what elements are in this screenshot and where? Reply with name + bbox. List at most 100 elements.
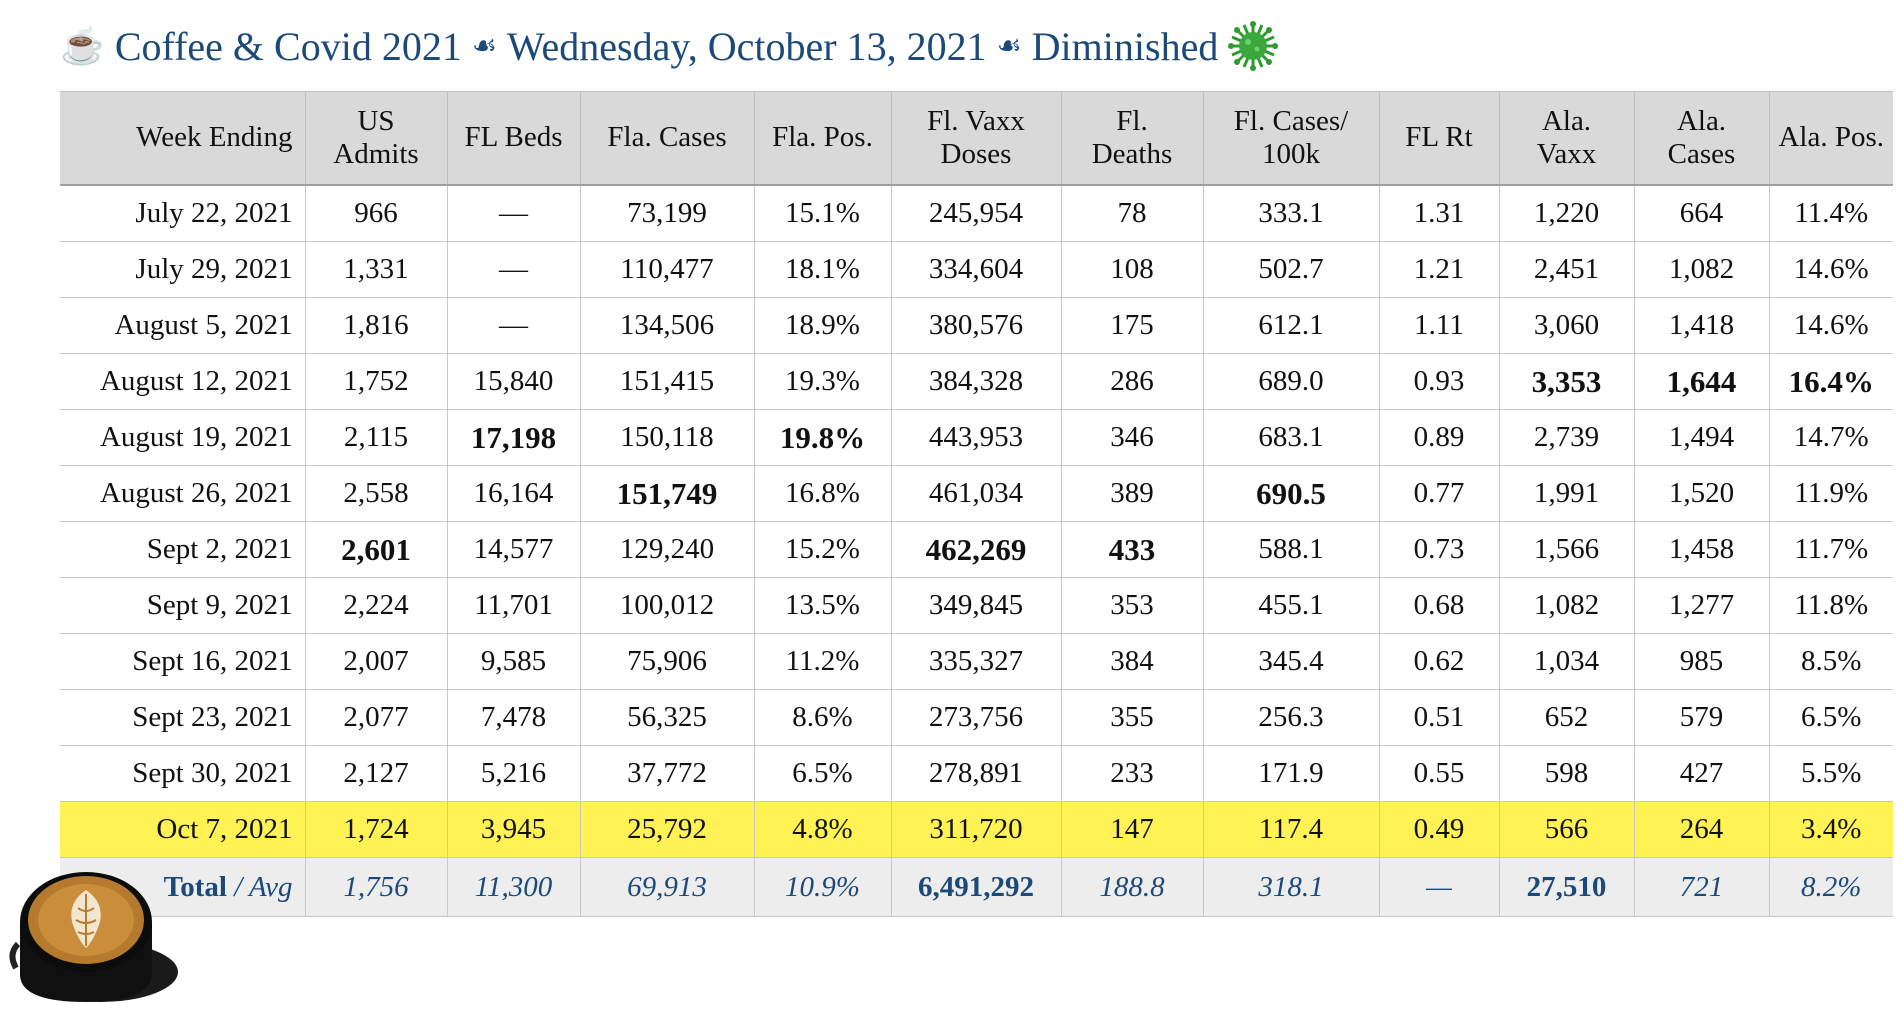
data-cell: 8.5% <box>1769 633 1893 690</box>
week-ending-cell: August 19, 2021 <box>60 409 306 466</box>
column-header: FL Rt <box>1379 91 1500 186</box>
data-cell: 0.77 <box>1379 465 1500 522</box>
data-cell: 37,772 <box>580 745 755 802</box>
data-cell: 566 <box>1499 801 1635 858</box>
table-row: Sept 16, 2021 2,007 9,585 75,906 11.2% 335,32… <box>60 633 1893 690</box>
data-cell: 245,954 <box>891 185 1062 242</box>
data-cell: 683.1 <box>1203 409 1380 466</box>
data-cell: 56,325 <box>580 689 755 746</box>
data-cell: 664 <box>1634 185 1770 242</box>
data-cell: 19.3% <box>754 353 892 410</box>
data-cell: 19.8% <box>754 409 892 466</box>
total-cell: 11,300 <box>447 857 581 917</box>
column-header-text: Week Ending <box>136 121 293 154</box>
total-label: Total <box>163 870 227 903</box>
data-cell: 73,199 <box>580 185 755 242</box>
data-cell: 11.8% <box>1769 577 1893 634</box>
data-cell: 612.1 <box>1203 297 1380 354</box>
table-row: Sept 2, 2021 2,601 14,577 129,240 15.2% 462,2… <box>60 521 1893 578</box>
data-cell: 286 <box>1061 353 1204 410</box>
column-header: US Admits <box>305 91 448 186</box>
data-cell: 16,164 <box>447 465 581 522</box>
total-row: Total / Avg 1,756 11,300 69,913 10.9% 6,491,2… <box>60 857 1893 917</box>
data-cell: 443,953 <box>891 409 1062 466</box>
total-cell: 721 <box>1634 857 1770 917</box>
column-header: Week Ending <box>60 91 306 186</box>
data-cell: 151,749 <box>580 465 755 522</box>
week-ending-cell: Sept 2, 2021 <box>60 521 306 578</box>
data-cell: 3,060 <box>1499 297 1635 354</box>
week-ending-cell: August 5, 2021 <box>60 297 306 354</box>
column-header-text: Fl. <box>1116 104 1148 137</box>
table-row: July 29, 2021 1,331—110,477 18.1% 334,604 10… <box>60 241 1893 298</box>
data-cell: 462,269 <box>891 521 1062 578</box>
data-cell: 75,906 <box>580 633 755 690</box>
data-cell: 15.2% <box>754 521 892 578</box>
data-cell: 1,494 <box>1634 409 1770 466</box>
data-cell: 17,198 <box>447 409 581 466</box>
week-ending-cell: Oct 7, 2021 <box>60 801 306 858</box>
column-header: Fla. Pos. <box>754 91 892 186</box>
table-row: Sept 23, 2021 2,077 7,478 56,325 8.6% 273,756… <box>60 689 1893 746</box>
data-cell: 1,331 <box>305 241 448 298</box>
data-cell: 1,082 <box>1499 577 1635 634</box>
data-cell: 8.6% <box>754 689 892 746</box>
data-cell: 1,724 <box>305 801 448 858</box>
data-cell: 134,506 <box>580 297 755 354</box>
data-cell: 16.8% <box>754 465 892 522</box>
data-cell: 256.3 <box>1203 689 1380 746</box>
table-row: August 26, 2021 2,558 16,164 151,749 16.8% 46… <box>60 465 1893 522</box>
table-header-row: Week Ending US Admits FL Beds Fla. Cases Fla.… <box>60 91 1893 186</box>
table-row: Sept 9, 2021 2,224 11,701 100,012 13.5% 349,8… <box>60 577 1893 634</box>
data-cell: 14.6% <box>1769 297 1893 354</box>
data-cell: 278,891 <box>891 745 1062 802</box>
data-cell: 1,220 <box>1499 185 1635 242</box>
column-header-text: 100k <box>1262 138 1320 170</box>
column-header-text: Cases <box>1667 138 1736 170</box>
total-cell: 27,510 <box>1499 857 1635 917</box>
data-cell: 0.49 <box>1379 801 1500 858</box>
table-row: August 5, 2021 1,816—134,506 18.9% 380,576 1… <box>60 297 1893 354</box>
data-cell: 14.6% <box>1769 241 1893 298</box>
column-header: Fl. Vaxx Doses <box>891 91 1062 186</box>
column-header: Fl. Cases/100k <box>1203 91 1380 186</box>
week-ending-cell: Sept 30, 2021 <box>60 745 306 802</box>
data-cell: 147 <box>1061 801 1204 858</box>
data-cell: 11.2% <box>754 633 892 690</box>
data-cell: 389 <box>1061 465 1204 522</box>
data-cell: 333.1 <box>1203 185 1380 242</box>
data-cell: 1,418 <box>1634 297 1770 354</box>
data-cell: 2,224 <box>305 577 448 634</box>
virus-icon <box>1228 21 1279 71</box>
data-cell: 171.9 <box>1203 745 1380 802</box>
total-cell: 6,491,292 <box>891 857 1062 917</box>
data-cell: 579 <box>1634 689 1770 746</box>
total-cell: 1,756 <box>305 857 448 917</box>
table-row: July 22, 2021 966—73,199 15.1% 245,954 78 333… <box>60 185 1893 242</box>
data-cell: 985 <box>1634 633 1770 690</box>
data-cell: 150,118 <box>580 409 755 466</box>
data-cell: 14.7% <box>1769 409 1893 466</box>
data-cell: 6.5% <box>754 745 892 802</box>
data-cell: 78 <box>1061 185 1204 242</box>
data-cell: 11.7% <box>1769 521 1893 578</box>
week-ending-cell: Sept 16, 2021 <box>60 633 306 690</box>
data-cell: 598 <box>1499 745 1635 802</box>
data-cell: 384,328 <box>891 353 1062 410</box>
week-ending-cell: July 29, 2021 <box>60 241 306 298</box>
data-cell: 2,451 <box>1499 241 1635 298</box>
column-header: Ala. Vaxx <box>1499 91 1635 186</box>
column-header-text: FL Beds <box>464 121 563 154</box>
column-header-text: Ala. <box>1676 104 1727 137</box>
table-row: Oct 7, 2021 1,724 3,945 25,792 4.8% 311,720 14… <box>60 801 1893 858</box>
week-ending-cell: Sept 23, 2021 <box>60 689 306 746</box>
column-header: Ala. Cases <box>1634 91 1770 186</box>
data-cell: 18.9% <box>754 297 892 354</box>
column-header: FL Beds <box>447 91 581 186</box>
total-cell: 318.1 <box>1203 857 1380 917</box>
data-cell: 2,115 <box>305 409 448 466</box>
week-ending-cell: July 22, 2021 <box>60 185 306 242</box>
data-cell: 455.1 <box>1203 577 1380 634</box>
column-header-text: Ala. <box>1541 104 1592 137</box>
data-cell: 5.5% <box>1769 745 1893 802</box>
